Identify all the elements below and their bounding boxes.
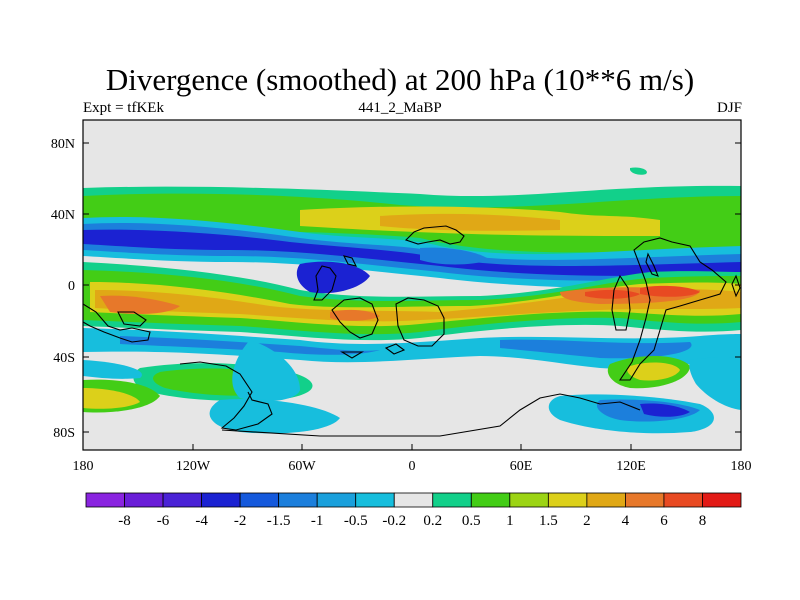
colorbar-label: -4 <box>195 513 208 529</box>
colorbar-label: 4 <box>622 513 630 529</box>
colorbar-swatch <box>278 492 318 508</box>
colorbar-label: 6 <box>660 513 668 529</box>
colorbar-swatch <box>470 492 511 508</box>
colorbar-swatch <box>586 492 626 508</box>
colorbar-label: -0.2 <box>382 513 406 529</box>
colorbar-label: -2 <box>234 513 247 529</box>
experiment-label: Expt = tfKEk <box>83 100 164 116</box>
season-label: DJF <box>716 100 742 116</box>
lon-label: 0 <box>409 459 416 474</box>
colorbar-swatch <box>124 492 164 508</box>
colorbar-label: -0.5 <box>344 513 368 529</box>
colorbar-swatch <box>201 492 241 508</box>
colorbar-label: 0.5 <box>462 513 481 529</box>
divergence-field <box>83 120 741 450</box>
colorbar-swatch <box>85 492 125 508</box>
lat-label: 40N <box>51 208 75 223</box>
case-label: 441_2_MaBP <box>358 100 442 116</box>
colorbar-label: -1.5 <box>267 513 291 529</box>
colorbar-swatch <box>393 492 434 508</box>
colorbar-swatch <box>432 492 472 508</box>
colorbar-label: -6 <box>157 513 170 529</box>
colorbar <box>85 492 742 508</box>
colorbar-swatch <box>663 492 703 508</box>
lon-label: 60W <box>288 459 316 474</box>
colorbar-label: 2 <box>583 513 591 529</box>
lon-label: 120E <box>616 459 646 474</box>
map-title: Divergence (smoothed) at 200 hPa (10**6 … <box>105 62 695 97</box>
coastlines <box>82 225 741 437</box>
lat-label: 0 <box>68 279 75 294</box>
colorbar-swatch <box>702 492 742 508</box>
south-negative-band <box>83 328 741 369</box>
colorbar-swatch <box>509 492 549 508</box>
colorbar-label: 8 <box>699 513 707 529</box>
colorbar-label: -8 <box>118 513 131 529</box>
colorbar-swatch <box>162 492 202 508</box>
colorbar-swatch <box>316 492 357 508</box>
lat-label: 40S <box>53 351 75 366</box>
colorbar-swatch <box>355 492 395 508</box>
lat-label: 80S <box>53 426 75 441</box>
colorbar-label: 1 <box>506 513 514 529</box>
lon-label: 120W <box>176 459 211 474</box>
colorbar-swatch <box>547 492 588 508</box>
latitude-labels: 80N 40N 0 40S 80S <box>51 137 75 441</box>
colorbar-label: 0.2 <box>423 513 442 529</box>
lon-label: 180 <box>73 459 94 474</box>
lon-label: 180 <box>731 459 752 474</box>
lon-label: 60E <box>510 459 533 474</box>
longitude-labels: 180 120W 60W 0 60E 120E 180 <box>73 459 752 474</box>
colorbar-swatch <box>625 492 665 508</box>
colorbar-labels: -8 -6 -4 -2 -1.5 -1 -0.5 -0.2 0.2 0.5 1 1.5 2 4 6 8 <box>118 513 706 529</box>
colorbar-label: 1.5 <box>539 513 558 529</box>
colorbar-swatch <box>239 492 280 508</box>
lat-label: 80N <box>51 137 75 152</box>
colorbar-label: -1 <box>311 513 324 529</box>
axis-ticks <box>82 142 742 450</box>
